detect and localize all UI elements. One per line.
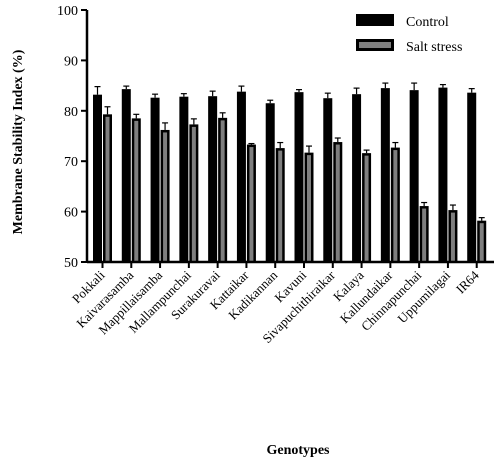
bar-salt-stress-fill bbox=[335, 144, 340, 262]
legend-swatch-control bbox=[356, 14, 394, 26]
bar-control bbox=[294, 92, 304, 262]
legend: Control Salt stress bbox=[356, 14, 462, 55]
x-tick-label: IR64 bbox=[453, 267, 482, 296]
bar-salt-stress-fill bbox=[307, 155, 311, 262]
bar-control bbox=[150, 97, 160, 262]
x-axis-title: Genotypes bbox=[267, 443, 331, 458]
bar-control bbox=[380, 88, 390, 263]
bar-salt-stress-fill bbox=[364, 155, 369, 262]
bar-control bbox=[179, 96, 189, 262]
bar-salt-stress-fill bbox=[479, 223, 484, 262]
bar-salt-stress-fill bbox=[191, 126, 196, 262]
y-tick-label: 100 bbox=[57, 4, 78, 19]
y-tick-label: 90 bbox=[64, 54, 78, 69]
y-tick-label: 70 bbox=[64, 155, 78, 170]
bar-control bbox=[467, 92, 477, 262]
bar-salt-stress-fill bbox=[422, 208, 427, 262]
bar-salt-stress-fill bbox=[249, 147, 254, 262]
bar-control bbox=[236, 91, 246, 262]
bar-control bbox=[409, 90, 419, 262]
y-ticks: 50 60 70 80 90 100 bbox=[57, 4, 87, 271]
legend-label: Control bbox=[406, 15, 449, 30]
x-ticks: PokkaliKaivarasambaMappillaisambaMallamp… bbox=[69, 262, 482, 346]
y-axis-title: Membrane Stability Index (%) bbox=[11, 49, 26, 234]
bar-salt-stress-fill bbox=[278, 150, 283, 262]
bar-control bbox=[208, 96, 218, 263]
bar-salt-stress-fill bbox=[134, 120, 139, 262]
y-tick-label: 60 bbox=[64, 206, 78, 221]
bars-layer bbox=[93, 82, 487, 263]
y-tick-label: 80 bbox=[64, 105, 78, 120]
bar-control bbox=[121, 89, 131, 263]
bar-salt-stress-fill bbox=[163, 132, 168, 262]
bar-control bbox=[265, 103, 275, 263]
legend-swatch-salt-stress-fill bbox=[359, 42, 391, 48]
bar-salt-stress-fill bbox=[220, 120, 225, 262]
bar-control bbox=[93, 94, 102, 262]
bar-salt-stress-fill bbox=[105, 116, 110, 262]
bar-control bbox=[438, 87, 448, 262]
bar-salt-stress-fill bbox=[393, 150, 398, 262]
bar-control bbox=[323, 98, 333, 262]
y-tick-label: 50 bbox=[64, 256, 78, 271]
bar-salt-stress-fill bbox=[450, 212, 455, 262]
axes-layer bbox=[85, 10, 494, 264]
legend-label: Salt stress bbox=[406, 40, 462, 55]
bar-control bbox=[352, 94, 362, 262]
